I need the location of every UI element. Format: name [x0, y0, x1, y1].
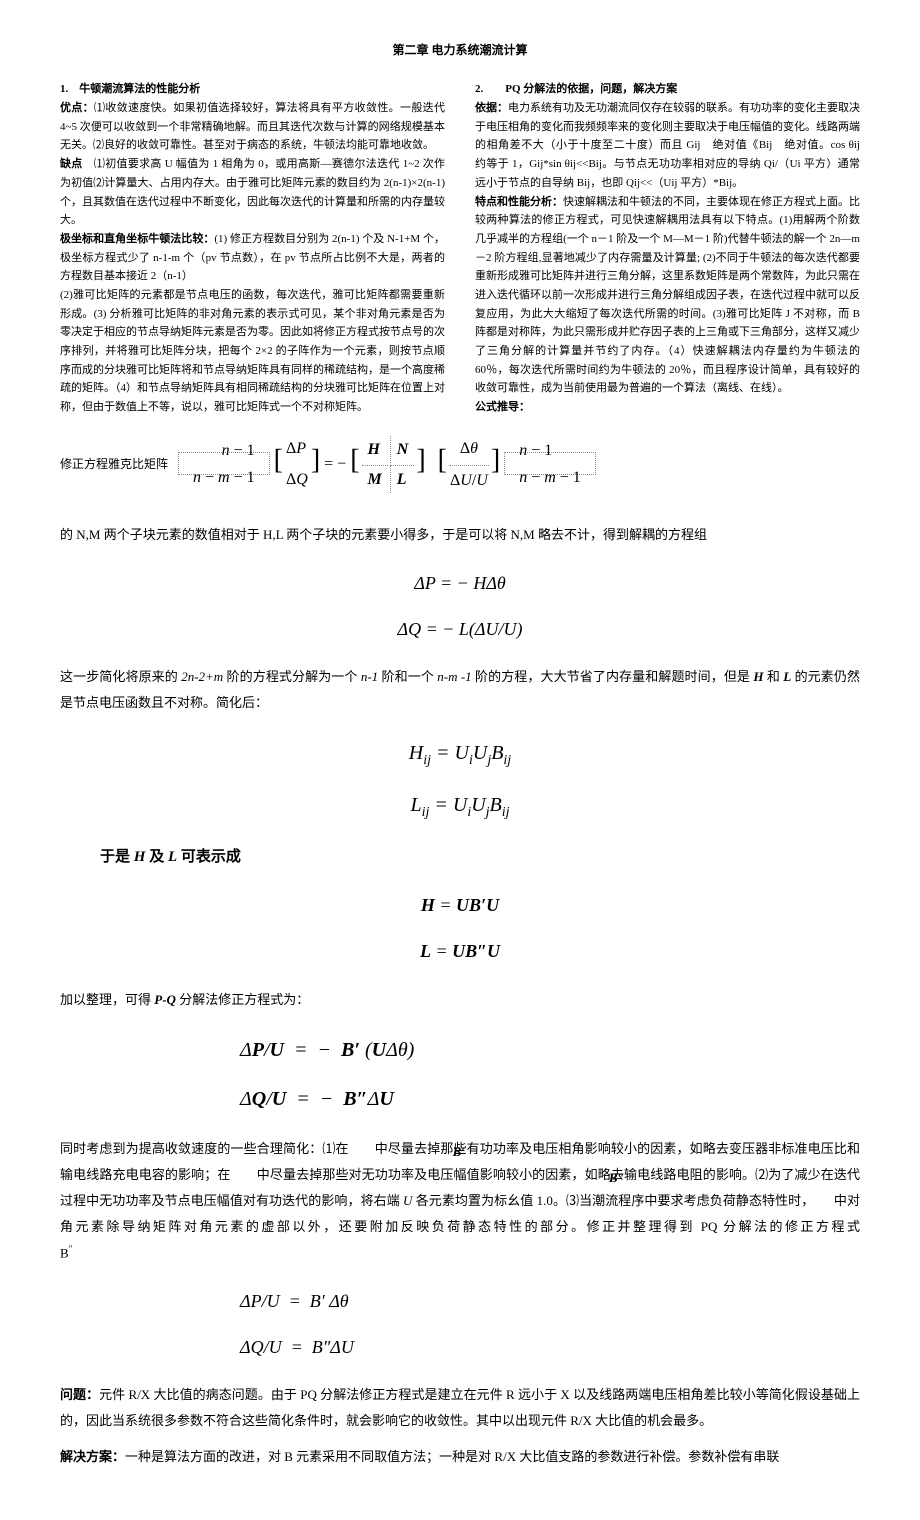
left-p1-label: 优点：: [60, 102, 94, 114]
left-p4: (2)雅可比矩阵的元素都是节点电压的函数，每次迭代，雅可比矩阵都需要重新形成。(…: [60, 286, 445, 417]
formula-5b: ΔQ/U = B″ΔU: [240, 1332, 860, 1363]
body4: 同时考虑到为提高收敛速度的一些合理简化：⑴在 中尽量去掉那些B′有功功率及电压相…: [60, 1136, 860, 1266]
left-p2: ⑴初值要求高 U 幅值为 1 相角为 0，或用高斯—赛德尔法迭代 1~2 次作为…: [60, 158, 445, 226]
formula-1a: ΔP = − HΔθ: [60, 568, 860, 599]
formula-block-1: ΔP = − HΔθ ΔQ = − L(ΔU/U): [60, 568, 860, 644]
left-h1: 1. 牛顿潮流算法的性能分析: [60, 83, 200, 95]
formula-3b: L = UB″U: [60, 936, 860, 967]
matrix-formula: n − 1n − m − 1 [ΔPΔQ] = − [HNML] [ΔθΔU/U…: [178, 432, 596, 497]
body3: 加以整理，可得 P-Q 分解法修正方程式为：: [60, 987, 860, 1013]
right-column: 2. PQ 分解法的依据，问题，解决方案 依据：电力系统有功及无功潮流同仅存在较…: [475, 80, 860, 416]
left-p3-label: 极坐标和直角坐标牛顿法比较：: [60, 233, 214, 245]
chapter-title: 第二章 电力系统潮流计算: [60, 40, 860, 60]
left-p1: ⑴收敛速度快。如果初值选择较好，算法将具有平方收敛性。一般迭代 4~5 次便可以…: [60, 102, 445, 151]
two-column-section: 1. 牛顿潮流算法的性能分析 优点：⑴收敛速度快。如果初值选择较好，算法将具有平…: [60, 80, 860, 416]
right-p3-label: 公式推导：: [475, 401, 530, 413]
heading-hl: 于是 H 及 L 可表示成: [100, 845, 860, 871]
formula-block-5: ΔP/U = B′ Δθ ΔQ/U = B″ΔU: [60, 1286, 860, 1362]
right-p2-label: 特点和性能分析：: [475, 196, 563, 208]
formula-block-4: ΔP/U = − B′ (UΔθ) ΔQ/U = − B″ΔU: [60, 1033, 860, 1116]
formula-block-3: H = UB′U L = UB″U: [60, 890, 860, 966]
body6: 解决方案：一种是算法方面的改进，对 B 元素采用不同取值方法；一种是对 R/X …: [60, 1444, 860, 1470]
formula-4a: ΔP/U = − B′ (UΔθ): [240, 1033, 860, 1067]
right-p2: 快速解耦法和牛顿法的不同，主要体现在修正方程式上面。比较两种算法的修正方程式，可…: [475, 196, 860, 395]
matrix-label: 修正方程雅克比矩阵: [60, 454, 168, 474]
right-h1: 2. PQ 分解法的依据，问题，解决方案: [475, 83, 677, 95]
formula-3a: H = UB′U: [60, 890, 860, 921]
body1: 的 N,M 两个子块元素的数值相对于 H,L 两个子块的元素要小得多，于是可以将…: [60, 522, 860, 548]
body5: 问题：元件 R/X 大比值的病态问题。由于 PQ 分解法修正方程式是建立在元件 …: [60, 1382, 860, 1434]
formula-2a: Hij = UiUjBij: [60, 736, 860, 773]
left-p2-label: 缺点: [60, 158, 83, 170]
matrix-equation-row: 修正方程雅克比矩阵 n − 1n − m − 1 [ΔPΔQ] = − [HNM…: [60, 432, 860, 497]
left-column: 1. 牛顿潮流算法的性能分析 优点：⑴收敛速度快。如果初值选择较好，算法将具有平…: [60, 80, 445, 416]
formula-4b: ΔQ/U = − B″ΔU: [240, 1082, 860, 1116]
right-p1: 电力系统有功及无功潮流同仅存在较弱的联系。有功功率的变化主要取决于电压相角的变化…: [475, 102, 871, 189]
formula-2b: Lij = UiUjBij: [60, 788, 860, 825]
body2: 这一步简化将原来的 2n-2+m 阶的方程式分解为一个 n-1 阶和一个 n-m…: [60, 664, 860, 716]
formula-block-2: Hij = UiUjBij Lij = UiUjBij: [60, 736, 860, 825]
formula-1b: ΔQ = − L(ΔU/U): [60, 614, 860, 645]
formula-5a: ΔP/U = B′ Δθ: [240, 1286, 860, 1317]
right-p1-label: 依据：: [475, 102, 508, 114]
